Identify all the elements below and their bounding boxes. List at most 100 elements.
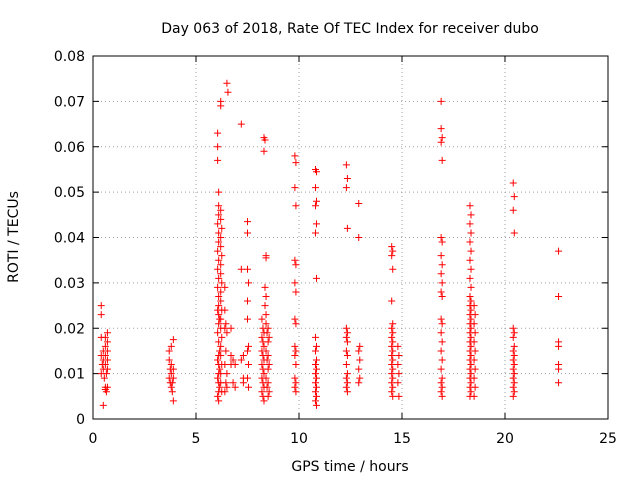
data-point — [467, 379, 475, 387]
data-point — [342, 161, 350, 169]
data-point — [356, 356, 364, 364]
data-point — [394, 361, 402, 369]
data-point — [342, 324, 350, 332]
data-point — [311, 388, 319, 396]
data-point — [394, 342, 402, 350]
data-point — [470, 374, 478, 382]
data-point — [231, 361, 239, 369]
data-point — [244, 347, 251, 355]
data-point — [471, 311, 479, 319]
data-point — [292, 261, 300, 269]
data-point — [169, 374, 177, 382]
data-point — [467, 388, 475, 396]
data-point — [264, 365, 272, 373]
data-point — [313, 356, 321, 364]
data-point — [311, 370, 319, 378]
data-point — [215, 320, 223, 328]
data-point — [389, 338, 397, 346]
data-point — [466, 238, 474, 246]
data-point — [509, 374, 517, 382]
data-point — [215, 256, 223, 264]
y-axis-label: ROTI / TECUs — [6, 191, 22, 283]
data-point — [438, 356, 446, 364]
data-point — [227, 351, 235, 359]
data-point — [438, 374, 446, 382]
data-point — [555, 342, 563, 350]
data-point — [101, 342, 109, 350]
data-point — [291, 383, 299, 391]
data-point — [261, 136, 269, 144]
data-point — [555, 365, 563, 373]
data-point — [313, 168, 321, 176]
data-point — [555, 247, 563, 255]
data-point — [258, 315, 266, 323]
data-point — [389, 392, 397, 400]
data-point — [388, 370, 396, 378]
x-tick-label: 20 — [496, 431, 514, 447]
data-point — [311, 347, 319, 355]
data-point — [245, 361, 253, 369]
data-point — [167, 342, 175, 350]
data-point — [467, 333, 475, 341]
data-point — [231, 383, 239, 391]
data-point — [467, 361, 475, 369]
data-point — [245, 279, 253, 287]
data-point — [510, 351, 518, 359]
data-point — [217, 234, 225, 241]
data-point — [217, 270, 225, 278]
data-point — [103, 356, 111, 364]
data-point — [470, 338, 478, 346]
data-point — [389, 365, 397, 373]
data-point — [438, 279, 446, 287]
data-point — [437, 288, 445, 296]
data-point — [438, 320, 446, 328]
data-point — [467, 283, 475, 291]
data-point — [438, 383, 446, 391]
data-point — [218, 252, 226, 260]
data-point — [264, 379, 272, 387]
data-point — [221, 361, 229, 369]
data-point — [101, 351, 109, 359]
data-point — [292, 347, 300, 355]
data-point — [343, 351, 351, 359]
data-point — [261, 283, 269, 291]
data-point — [471, 347, 479, 355]
data-point — [395, 351, 403, 359]
data-point — [214, 220, 222, 228]
data-point — [311, 379, 319, 387]
data-point — [214, 129, 222, 137]
data-point — [342, 184, 350, 192]
data-point — [292, 388, 300, 396]
data-point — [262, 311, 270, 319]
data-points — [97, 79, 563, 409]
data-point — [467, 370, 475, 378]
y-tick-label: 0 — [76, 412, 85, 428]
data-point — [389, 247, 397, 255]
data-point — [437, 270, 445, 278]
data-point — [467, 265, 475, 273]
data-point — [245, 383, 253, 391]
data-point — [265, 388, 273, 396]
data-point — [466, 202, 474, 210]
data-point — [509, 392, 517, 400]
data-point — [355, 365, 363, 373]
data-point — [388, 333, 396, 341]
data-point — [292, 288, 300, 296]
data-point — [97, 311, 105, 319]
data-point — [438, 156, 446, 164]
y-tick-label: 0.01 — [54, 367, 85, 383]
data-point — [218, 279, 226, 287]
data-point — [313, 365, 321, 373]
data-point — [437, 347, 445, 355]
data-point — [292, 379, 300, 387]
data-point — [263, 383, 271, 391]
data-point — [438, 238, 446, 246]
data-point — [437, 125, 445, 133]
x-tick-label: 15 — [393, 431, 411, 447]
data-point — [221, 306, 229, 314]
data-point — [471, 329, 479, 337]
data-point — [510, 361, 518, 369]
data-point — [262, 292, 270, 300]
data-point — [292, 320, 300, 328]
